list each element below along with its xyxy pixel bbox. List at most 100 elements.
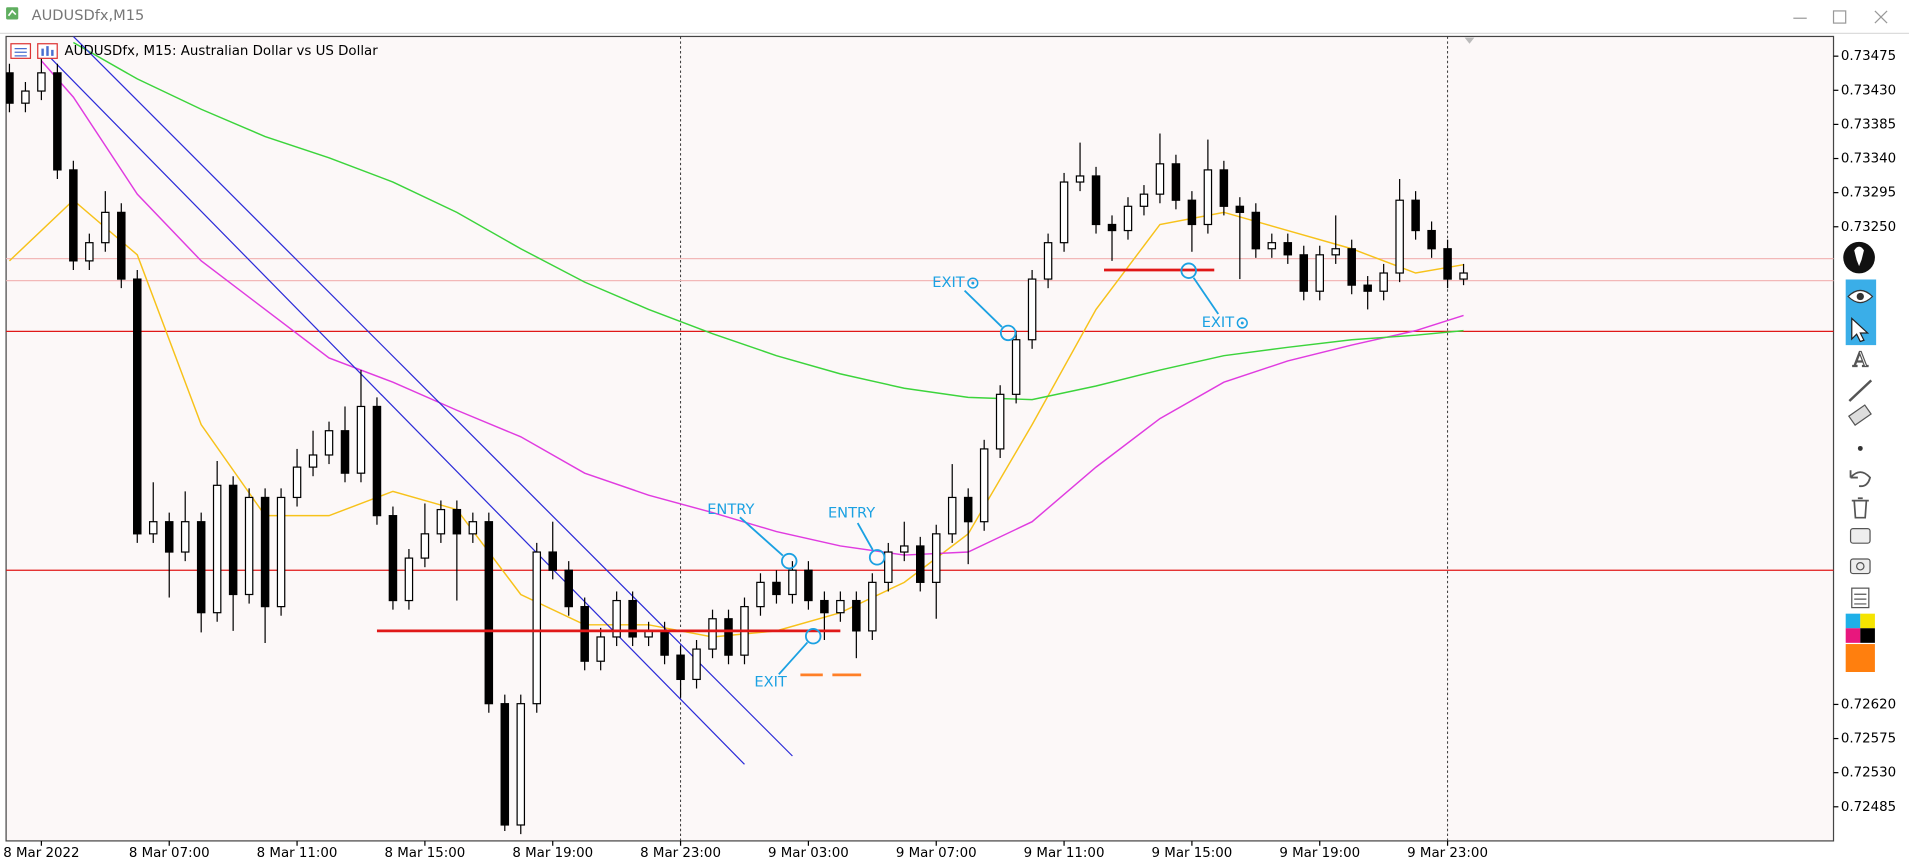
candle-body [69,169,78,262]
candle-body [1075,175,1085,183]
chart-header-icons [10,43,58,59]
candle-body [532,551,542,705]
annotation-label: EXIT [1202,314,1235,331]
annotation-arrow [778,641,809,675]
price-scale [1834,36,1909,864]
x-tick-label: 9 Mar 23:00 [1407,846,1488,861]
x-tick-label: 9 Mar 11:00 [1024,846,1105,861]
x-tick-label: 9 Mar 03:00 [768,846,849,861]
candle-body [548,551,557,571]
y-tick-label: 0.73250 [1841,220,1896,235]
candle-body [1347,248,1356,286]
candle-body [228,484,238,596]
x-tick-label: 8 Mar 11:00 [257,846,338,861]
candle-body [564,569,573,608]
candle-body [1043,242,1053,280]
candle-body [756,581,765,608]
annotation-label: ENTRY [828,505,875,522]
plot-layer: ENTRY ENTRY EXIT EXIT EXIT [6,36,1834,841]
candle-body [804,569,813,602]
tool-eraser[interactable] [1847,404,1872,426]
drawing-toolbar: A [1843,241,1877,672]
candle-body [37,72,46,92]
candle-body [53,72,62,171]
candle-body [692,648,701,681]
candle-body [1251,211,1261,250]
candle-body [963,496,973,523]
close-button[interactable] [1874,10,1888,24]
candle-body [708,618,717,650]
candle-body [101,211,110,244]
candle-body [884,551,893,583]
candle-body [1395,199,1404,274]
tool-line[interactable] [1848,379,1873,402]
annotation-label: ENTRY [707,501,754,518]
x-tick-label: 8 Mar 23:00 [640,846,721,861]
candle-body [820,599,829,614]
tool-undo[interactable] [1849,470,1872,488]
candle-body [117,211,126,280]
candle-body [196,521,206,614]
candle-body [1459,272,1468,280]
candle-body [21,90,30,104]
candle-body [164,521,174,553]
candle-body [612,599,621,638]
y-tick-label: 0.72530 [1841,766,1896,781]
x-tick-label: 9 Mar 15:00 [1152,846,1233,861]
candle-body [372,405,382,517]
tool-dot[interactable] [1857,445,1863,451]
annotation-icon [1236,317,1248,329]
candle-body [148,521,158,535]
shift-marker [1464,37,1475,44]
candle-body [1011,339,1021,395]
color-yellow[interactable] [1860,613,1875,629]
tool-cursor[interactable] [1851,316,1870,343]
candle-body [979,448,989,523]
tool-text[interactable]: A [1851,347,1869,372]
y-tick-label: 0.73340 [1841,152,1896,167]
maximize-button[interactable] [1832,10,1847,24]
annotation-icon-dot [971,281,975,285]
moving-average [72,41,1464,401]
tool-template[interactable] [1849,528,1871,544]
candle-body [580,606,589,662]
candle-body [788,569,797,596]
trend-line [40,48,745,765]
toolbar-logo-mark [1854,246,1864,267]
candle-body [1171,163,1181,201]
candle-body [915,545,925,583]
tool-clipboard[interactable] [1851,587,1870,609]
candle-body [1267,242,1277,250]
candle-body [468,521,478,535]
candle-body [1379,272,1388,292]
candle-body [628,599,637,638]
candle-body [292,466,302,499]
candle-body [85,242,94,262]
x-tick-label: 9 Mar 07:00 [896,846,977,861]
candle-body [676,654,685,681]
candle-body [484,521,494,705]
annotation-arrow [856,522,874,551]
candle-body [244,496,254,596]
annotation-arrow [739,516,784,557]
candle-body [852,599,861,632]
color-black[interactable] [1860,628,1875,643]
candle-body [947,496,957,535]
y-tick-label: 0.72575 [1841,732,1896,747]
color-orange[interactable] [1845,644,1875,672]
tool-delete[interactable] [1851,497,1869,519]
x-tick-label: 8 Mar 15:00 [385,846,466,861]
candle-body [324,430,334,456]
annotation-circle [804,627,822,645]
candle-body [420,533,430,559]
y-tick-label: 0.73385 [1841,117,1896,132]
color-cyan[interactable] [1845,613,1861,629]
tool-screenshot[interactable] [1849,558,1871,575]
y-tick-label: 0.72485 [1841,800,1896,815]
color-magenta[interactable] [1845,628,1861,643]
chart-title: AUDUSDfx, M15: Australian Dollar vs US D… [65,44,379,59]
candle-body [1411,199,1420,232]
candle-body [180,521,190,553]
tool-eye-pupil [1856,292,1864,301]
